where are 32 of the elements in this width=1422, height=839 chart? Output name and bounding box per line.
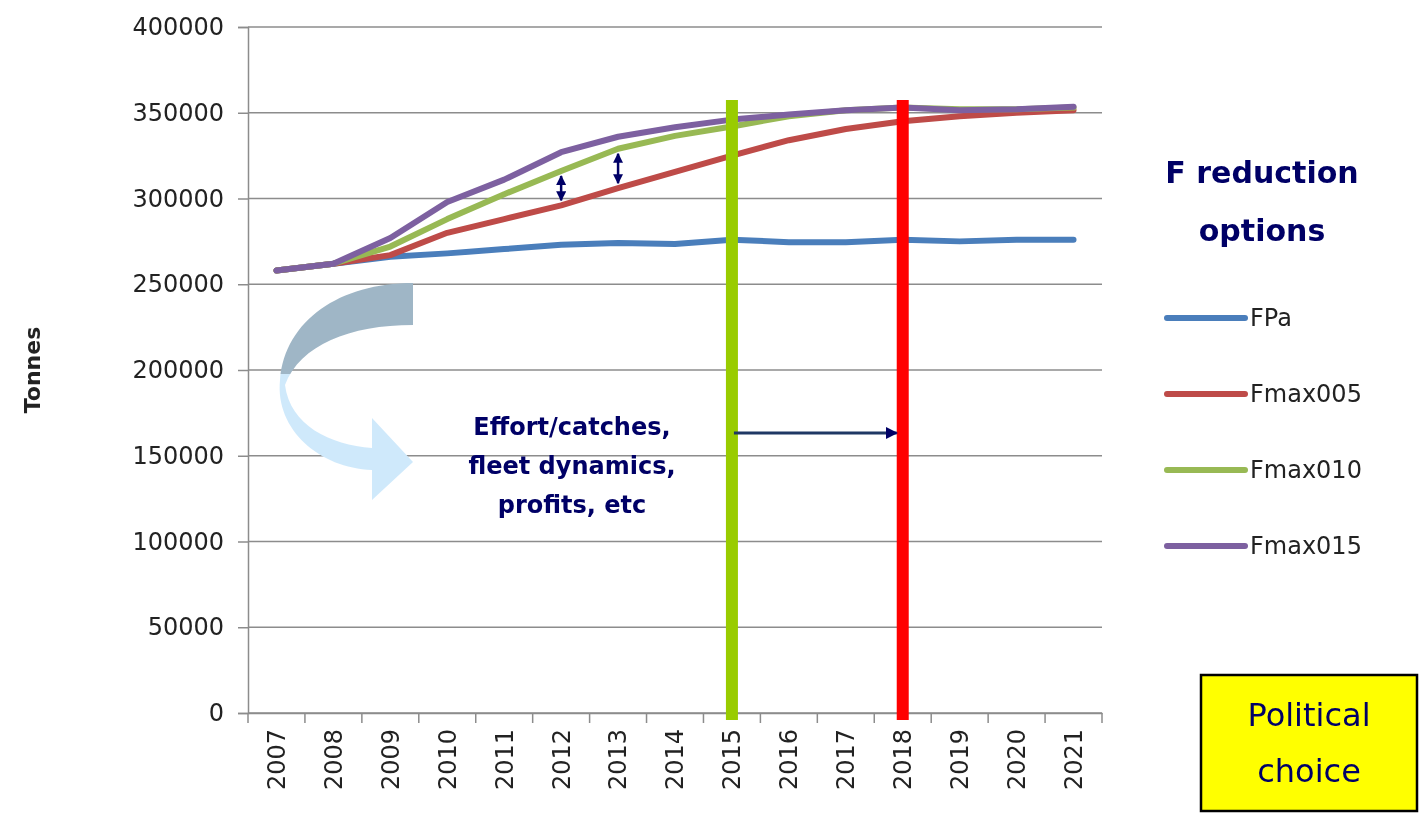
y-tick-label: 0 [208, 699, 224, 728]
annotation: Effort/catches, fleet dynamics, profits, etc [468, 413, 676, 520]
legend-title: F reduction options [1165, 154, 1359, 248]
x-tick-label: 2008 [319, 729, 348, 791]
y-axis-title: Tonnes [20, 326, 45, 414]
text: Political choice [1247, 696, 1371, 791]
x-tick-label: 2020 [1003, 729, 1031, 791]
y-tick-label: 150000 [132, 441, 224, 470]
y-tick-label: 250000 [132, 270, 224, 299]
x-tick-label: 2014 [661, 729, 690, 791]
x-tick-label: 2007 [262, 729, 291, 791]
x-tick-label: 2018 [889, 729, 918, 791]
y-tick-label: 50000 [147, 613, 224, 642]
y-tick-label: 350000 [132, 98, 224, 127]
x-tick-label: 2021 [1059, 729, 1088, 791]
x-tick-label: 2019 [946, 729, 975, 791]
x-tick-label: 2009 [376, 729, 405, 791]
y-tick-label: 400000 [132, 13, 224, 42]
x-tick-label: 2015 [718, 729, 747, 791]
x-tick-label: 2013 [604, 729, 633, 791]
legend-label: Fmax005 [1250, 380, 1362, 409]
y-tick-label: 100000 [132, 527, 224, 556]
legend-label: FPa [1250, 304, 1292, 333]
legend-label: Fmax015 [1250, 532, 1362, 561]
x-tick-label: 2016 [775, 729, 804, 791]
legend-label: Fmax010 [1250, 456, 1362, 485]
x-tick-label: 2012 [547, 729, 576, 791]
x-tick-label: 2017 [832, 729, 861, 791]
x-tick-label: 2010 [433, 729, 462, 791]
y-tick-label: 300000 [132, 184, 224, 213]
y-tick-label: 200000 [132, 356, 224, 385]
x-tick-label: 2011 [490, 729, 519, 791]
